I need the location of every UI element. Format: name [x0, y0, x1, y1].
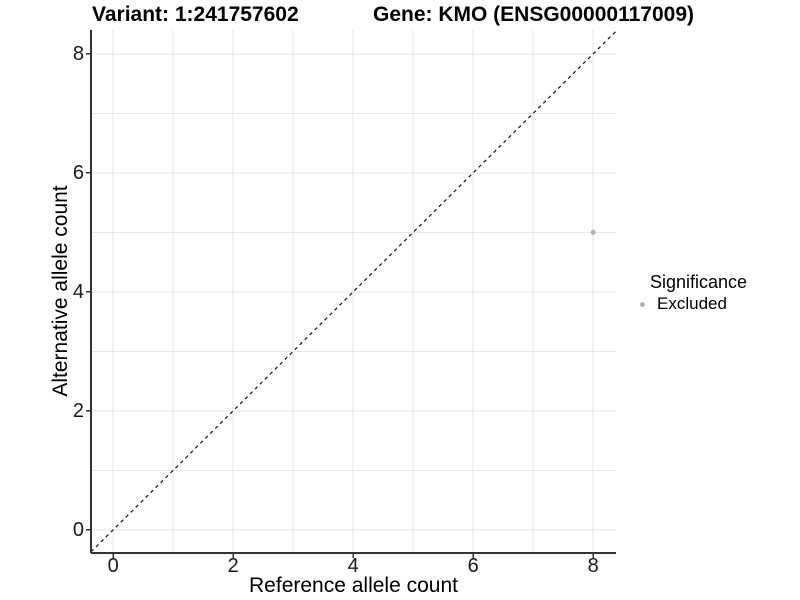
- identity-line: [90, 30, 617, 553]
- x-tick-label: 6: [467, 555, 479, 577]
- x-tick-label: 4: [347, 555, 359, 577]
- y-axis-title: Alternative allele count: [49, 185, 72, 397]
- plot-title-gene: Gene: KMO (ENSG00000117009): [373, 3, 694, 26]
- x-tick-label: 0: [107, 555, 119, 577]
- x-axis-title: Reference allele count: [249, 574, 458, 597]
- excluded-dot-icon: [640, 301, 645, 307]
- y-tick-label: 6: [72, 161, 84, 184]
- legend: Significance Excluded: [638, 271, 747, 314]
- x-tick-label: 8: [587, 555, 599, 577]
- plot-title-variant: Variant: 1:241757602: [92, 3, 299, 26]
- legend-title: Significance: [650, 272, 748, 292]
- data-point: [590, 229, 596, 235]
- y-tick-label: 0: [72, 518, 84, 541]
- legend-item-label: Excluded: [657, 294, 727, 313]
- y-tick-label: 2: [72, 399, 84, 422]
- x-tick-label: 2: [227, 555, 239, 577]
- y-tick-label: 4: [72, 280, 84, 303]
- legend-item-excluded: Excluded: [638, 294, 747, 314]
- y-tick-label: 8: [72, 42, 84, 65]
